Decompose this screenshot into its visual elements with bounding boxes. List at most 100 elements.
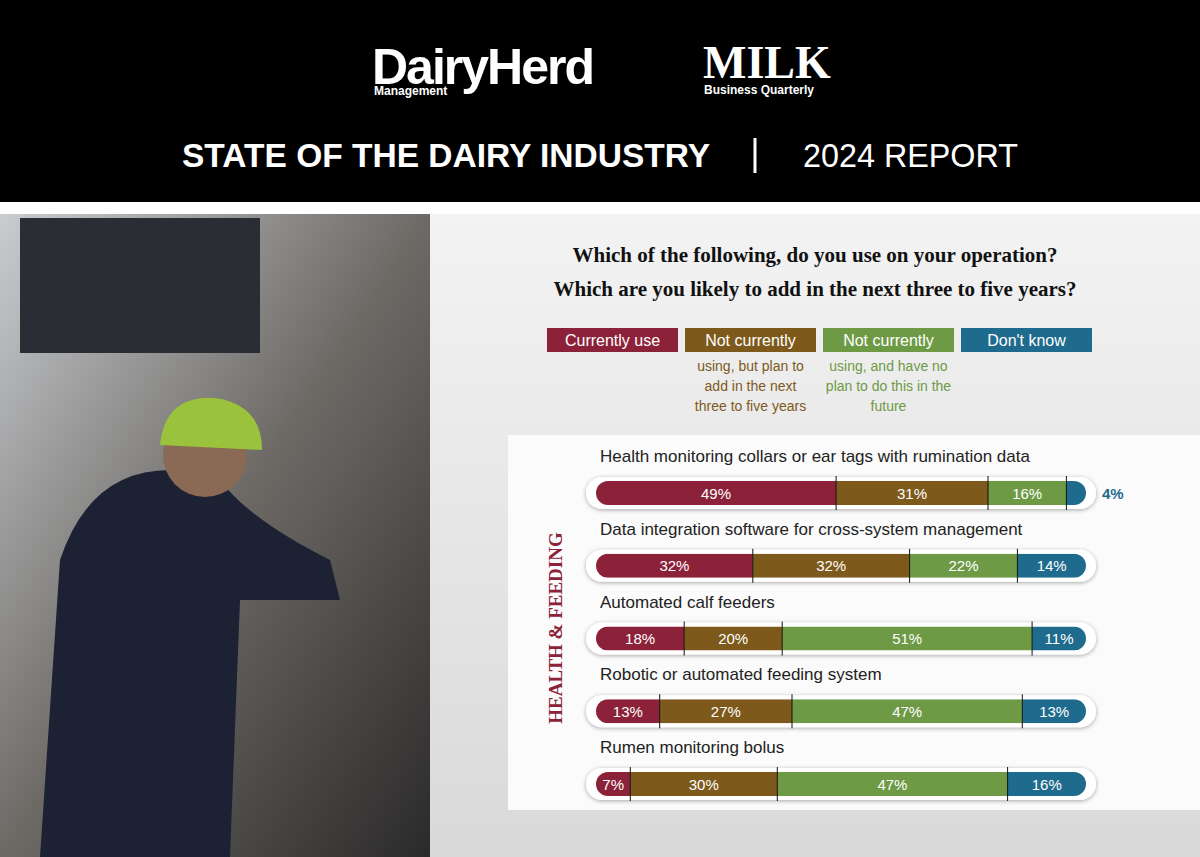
photo-person — [40, 470, 340, 857]
legend-label-cont: add in the next — [705, 378, 797, 394]
category-label: Rumen monitoring bolus — [600, 738, 784, 757]
header-stripe — [0, 202, 1200, 214]
data-label: 27% — [711, 703, 741, 720]
data-label: 51% — [892, 630, 922, 647]
bar-segment — [660, 699, 792, 723]
separator — [754, 138, 757, 173]
segment-divider — [777, 767, 778, 801]
bar-group — [596, 699, 1086, 723]
legend-label: Not currently — [705, 332, 796, 349]
header-bg — [0, 0, 1200, 202]
legend-swatch — [961, 328, 1092, 352]
photo-cap — [160, 398, 262, 450]
legend-label: Currently use — [565, 332, 660, 349]
bar-segment — [1032, 627, 1086, 651]
bar-track — [586, 623, 1096, 655]
chart-subtitle: Which are you likely to add in the next … — [553, 277, 1076, 301]
bar-track — [586, 477, 1096, 509]
partner: MILK — [703, 37, 831, 88]
segment-divider — [684, 622, 685, 656]
segment-divider — [1022, 694, 1023, 728]
data-label: 16% — [1032, 776, 1062, 793]
data-label: 18% — [625, 630, 655, 647]
bar-segment — [836, 481, 988, 505]
data-label: 31% — [897, 485, 927, 502]
axis-title: HEALTH & FEEDING — [545, 532, 566, 724]
segment-divider — [1007, 767, 1008, 801]
category-label: Health monitoring collars or ear tags wi… — [600, 447, 1030, 466]
legend-label: Don't know — [987, 332, 1066, 349]
legend-swatch — [823, 328, 954, 352]
photo-screen — [20, 218, 260, 353]
data-label: 13% — [613, 703, 643, 720]
panel-bg — [430, 214, 1200, 857]
data-label: 32% — [659, 557, 689, 574]
report-title: STATE OF THE DAIRY INDUSTRY — [182, 137, 710, 174]
data-label: 32% — [816, 557, 846, 574]
bar-group — [596, 627, 1086, 651]
data-label: 4% — [1102, 485, 1124, 502]
segment-divider — [1066, 476, 1067, 510]
bar-segment — [1017, 554, 1086, 578]
data-label: 22% — [948, 557, 978, 574]
legend-label-cont: plan to do this in the — [826, 378, 952, 394]
data-label: 30% — [689, 776, 719, 793]
chart-card — [508, 435, 1200, 810]
legend-swatch — [685, 328, 816, 352]
legend-label-cont: using, but plan to — [697, 358, 804, 374]
segment-divider — [782, 622, 783, 656]
bar-segment — [782, 627, 1032, 651]
bar-segment — [596, 772, 630, 796]
bar-segment — [988, 481, 1066, 505]
category-label: Data integration software for cross-syst… — [600, 520, 1023, 539]
brand-sub: Management — [374, 84, 447, 98]
segment-divider — [1032, 622, 1033, 656]
data-label: 13% — [1039, 703, 1069, 720]
data-label: 47% — [877, 776, 907, 793]
segment-divider — [836, 476, 837, 510]
segment-divider — [659, 694, 660, 728]
data-label: 16% — [1012, 485, 1042, 502]
bar-segment — [1022, 699, 1086, 723]
segment-divider — [752, 549, 753, 583]
bar-group — [596, 481, 1086, 505]
segment-divider — [630, 767, 631, 801]
bar-segment — [1066, 481, 1086, 505]
bar-segment — [596, 627, 684, 651]
legend-swatch — [547, 328, 678, 352]
data-label: 11% — [1045, 630, 1074, 647]
data-label: 47% — [892, 703, 922, 720]
legend-label-cont: three to five years — [695, 398, 806, 414]
bar-segment — [596, 699, 660, 723]
legend-label: Not currently — [843, 332, 934, 349]
segment-divider — [988, 476, 989, 510]
bar-segment — [910, 554, 1018, 578]
bar-track — [586, 695, 1096, 727]
bar-group — [596, 772, 1086, 796]
partner-sub: Business Quarterly — [704, 83, 814, 97]
bar-segment — [1008, 772, 1086, 796]
bar-segment — [596, 554, 753, 578]
bar-track — [586, 550, 1096, 582]
data-label: 20% — [718, 630, 748, 647]
chart-title: Which of the following, do you use on yo… — [573, 243, 1058, 267]
bar-segment — [777, 772, 1007, 796]
segment-divider — [909, 549, 910, 583]
bar-segment — [753, 554, 910, 578]
bar-segment — [792, 699, 1022, 723]
data-label: 7% — [602, 776, 624, 793]
photo — [0, 214, 430, 857]
report-year: 2024 REPORT — [803, 137, 1018, 174]
bar-track — [586, 768, 1096, 800]
segment-divider — [792, 694, 793, 728]
legend-label-cont: future — [871, 398, 907, 414]
category-label: Robotic or automated feeding system — [600, 665, 882, 684]
bar-segment — [596, 481, 836, 505]
bar-segment — [684, 627, 782, 651]
data-label: 49% — [701, 485, 731, 502]
bar-group — [596, 554, 1086, 578]
segment-divider — [1017, 549, 1018, 583]
legend-label-cont: using, and have no — [829, 358, 948, 374]
bar-segment — [630, 772, 777, 796]
category-label: Automated calf feeders — [600, 593, 775, 612]
